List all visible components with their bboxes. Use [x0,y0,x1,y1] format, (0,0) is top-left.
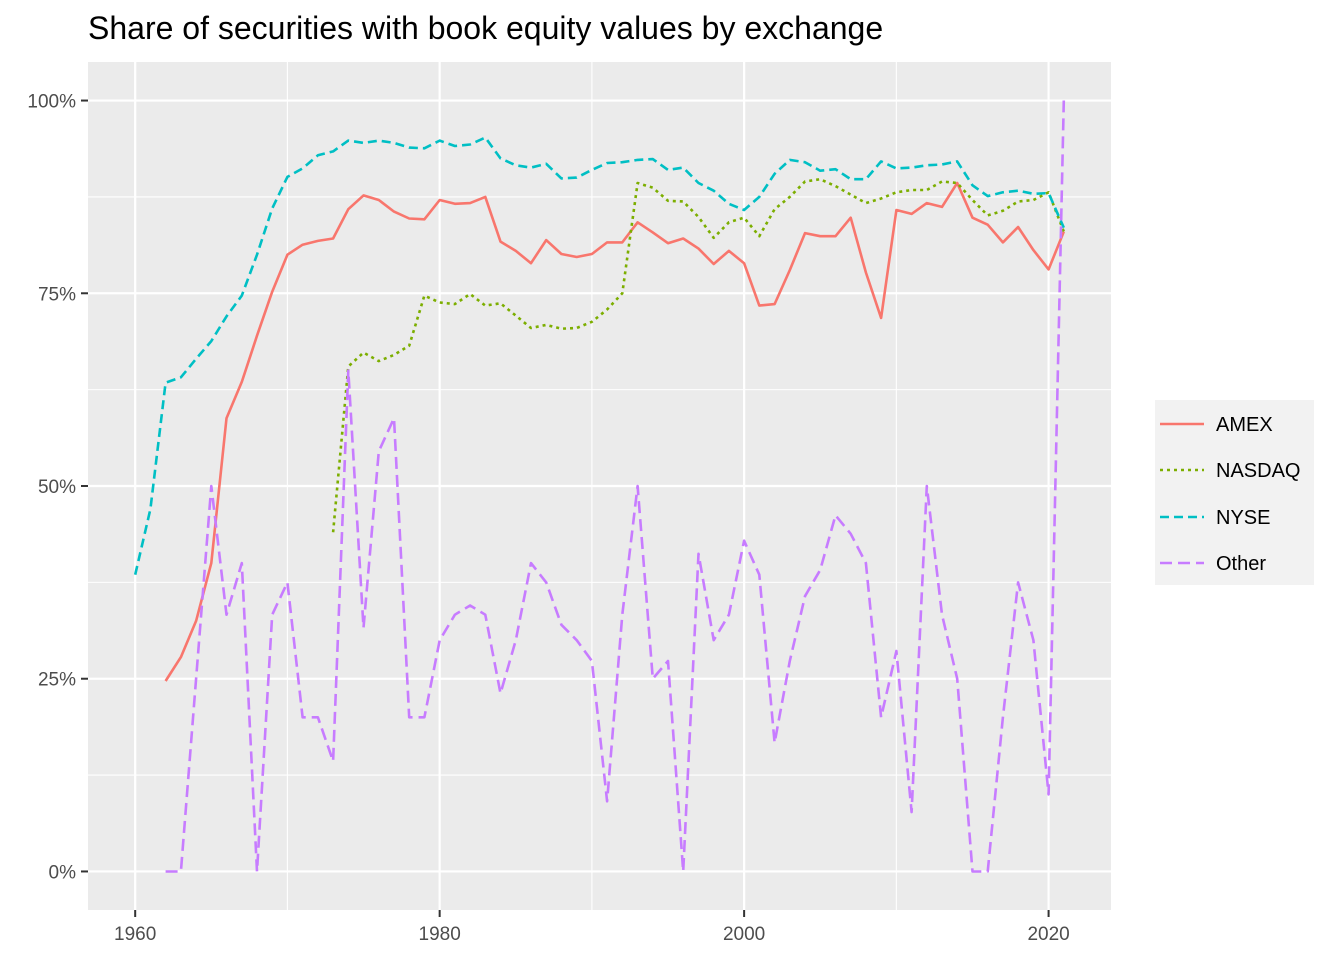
x-tick-label: 2020 [1027,924,1069,945]
x-tick-label: 1960 [114,924,156,945]
series-lines [133,100,1066,873]
x-axis: 1960 1980 2000 2020 [114,910,1070,945]
legend-label-nyse: NYSE [1216,507,1270,529]
legend-label-other: Other [1216,553,1266,575]
y-tick-label: 50% [38,477,76,498]
major-gridlines [88,62,1111,910]
series-line-nyse [133,136,1065,575]
y-tick-label: 25% [38,670,76,691]
legend-background [1155,400,1314,585]
x-tick-label: 2000 [723,924,765,945]
chart-title: Share of securities with book equity val… [88,10,883,46]
y-axis: 0% 25% 50% 75% 100% [27,92,88,883]
series-line-amex [164,181,1066,682]
y-tick-label: 75% [38,284,76,305]
series-line-other [165,100,1066,873]
legend: AMEX NASDAQ NYSE Other [1155,400,1314,585]
x-tick-label: 1980 [419,924,461,945]
legend-label-nasdaq: NASDAQ [1216,460,1300,482]
y-tick-label: 100% [27,92,76,113]
series-line-nasdaq [331,177,1066,533]
legend-label-amex: AMEX [1216,414,1273,436]
y-tick-label: 0% [49,862,77,883]
